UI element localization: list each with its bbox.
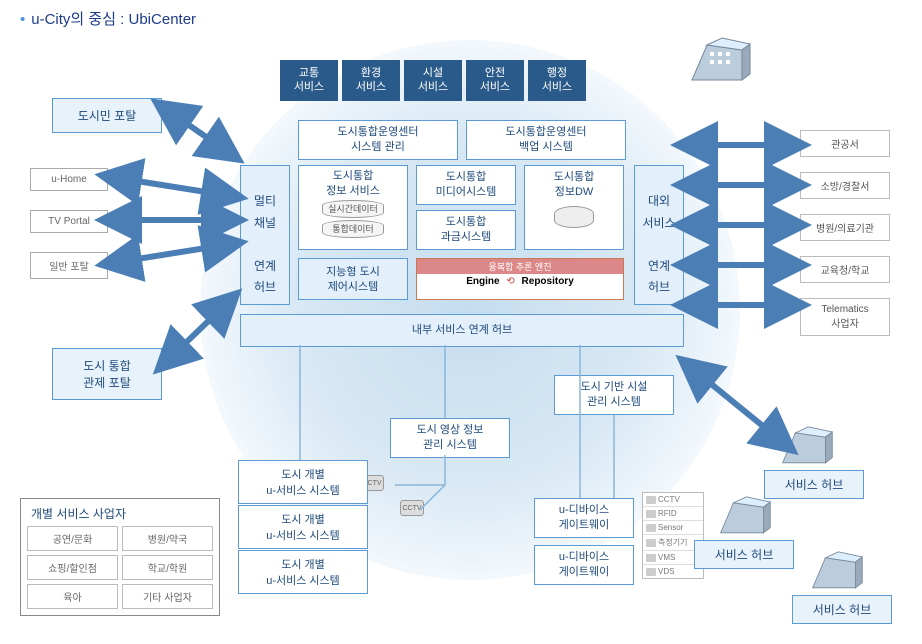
tab-safety: 안전서비스 bbox=[466, 60, 524, 101]
dw-label: 도시통합정보DW bbox=[533, 170, 615, 200]
ext-school: 교육청/학교 bbox=[800, 256, 890, 283]
engine-title: 융복합 추론 엔진 bbox=[417, 259, 623, 274]
service-provider-box: 개별 서비스 사업자 공연/문화 병원/약국 쇼핑/할인점 학교/학원 육아 기… bbox=[20, 498, 220, 616]
box-gateway-2: u-디바이스게이트웨이 bbox=[534, 545, 634, 585]
u-service-1: 도시 개별u-서비스 시스템 bbox=[238, 460, 368, 504]
u-service-2: 도시 개별u-서비스 시스템 bbox=[238, 505, 368, 549]
tab-admin: 행정서비스 bbox=[528, 60, 586, 101]
sp-school: 학교/학원 bbox=[122, 555, 213, 580]
building-icon bbox=[774, 420, 834, 468]
dev-cctv: CCTV bbox=[643, 493, 703, 507]
box-facility-mgmt: 도시 기반 시설관리 시스템 bbox=[554, 375, 674, 415]
service-tabs: 교통서비스 환경서비스 시설서비스 안전서비스 행정서비스 bbox=[280, 60, 586, 101]
control-portal: 도시 통합관제 포탈 bbox=[52, 348, 162, 400]
building-icon bbox=[712, 490, 772, 538]
service-hub-3: 서비스 허브 bbox=[792, 595, 892, 624]
tab-traffic: 교통서비스 bbox=[280, 60, 338, 101]
box-media: 도시통합미디어시스템 bbox=[416, 165, 516, 205]
box-info-service: 도시통합정보 서비스 실시간데이터 통합데이터 bbox=[298, 165, 408, 250]
sp-title: 개별 서비스 사업자 bbox=[27, 505, 213, 522]
cctv-icon: CCTV bbox=[400, 500, 424, 516]
box-gateway-1: u-디바이스게이트웨이 bbox=[534, 498, 634, 538]
citizen-portal: 도시민 포탈 bbox=[52, 98, 162, 133]
multi-channel-hub: 멀티채널연계허브 bbox=[240, 165, 290, 305]
box-video-mgmt: 도시 영상 정보관리 시스템 bbox=[390, 418, 510, 458]
page-title: •u-City의 중심 : UbiCenter bbox=[20, 8, 196, 29]
sp-hospital: 병원/약국 bbox=[122, 526, 213, 551]
ext-hospital: 병원/의료기관 bbox=[800, 214, 890, 241]
ext-gov: 관공서 bbox=[800, 130, 890, 157]
box-backup: 도시통합운영센터백업 시스템 bbox=[466, 120, 626, 160]
service-hub-1: 서비스 허브 bbox=[764, 470, 864, 499]
sp-culture: 공연/문화 bbox=[27, 526, 118, 551]
cylinder-icon bbox=[554, 206, 594, 228]
sync-icon: ⟲ bbox=[506, 276, 514, 287]
box-billing: 도시통합과금시스템 bbox=[416, 210, 516, 250]
box-inference-engine: 융복합 추론 엔진 Engine ⟲ Repository bbox=[416, 258, 624, 300]
tab-facility: 시설서비스 bbox=[404, 60, 462, 101]
cylinder-integrated: 통합데이터 bbox=[322, 220, 384, 238]
internal-service-hub: 내부 서비스 연계 허브 bbox=[240, 314, 684, 347]
ext-fire-police: 소방/경찰서 bbox=[800, 172, 890, 199]
engine-label: Engine bbox=[466, 276, 499, 287]
tab-env: 환경서비스 bbox=[342, 60, 400, 101]
box-dw: 도시통합정보DW bbox=[524, 165, 624, 250]
general-portal: 일반 포탈 bbox=[30, 252, 108, 279]
u-service-3: 도시 개별u-서비스 시스템 bbox=[238, 550, 368, 594]
ext-telematics: Telematics사업자 bbox=[800, 298, 890, 336]
sp-other: 기타 사업자 bbox=[122, 584, 213, 609]
building-icon bbox=[682, 30, 752, 86]
dev-rfid: RFID bbox=[643, 507, 703, 521]
repo-label: Repository bbox=[522, 276, 574, 287]
service-hub-2: 서비스 허브 bbox=[694, 540, 794, 569]
cylinder-realtime: 실시간데이터 bbox=[322, 200, 384, 218]
box-intelligent-control: 지능형 도시제어시스템 bbox=[298, 258, 408, 300]
external-service-hub: 대외서비스연계허브 bbox=[634, 165, 684, 305]
box-ops-center: 도시통합운영센터시스템 관리 bbox=[298, 120, 458, 160]
info-service-label: 도시통합정보 서비스 bbox=[307, 169, 399, 199]
building-icon bbox=[804, 545, 864, 593]
dev-sensor: Sensor bbox=[643, 521, 703, 535]
sp-childcare: 육아 bbox=[27, 584, 118, 609]
tv-portal: TV Portal bbox=[30, 210, 108, 233]
u-home-portal: u-Home bbox=[30, 168, 108, 191]
sp-shopping: 쇼핑/할인점 bbox=[27, 555, 118, 580]
